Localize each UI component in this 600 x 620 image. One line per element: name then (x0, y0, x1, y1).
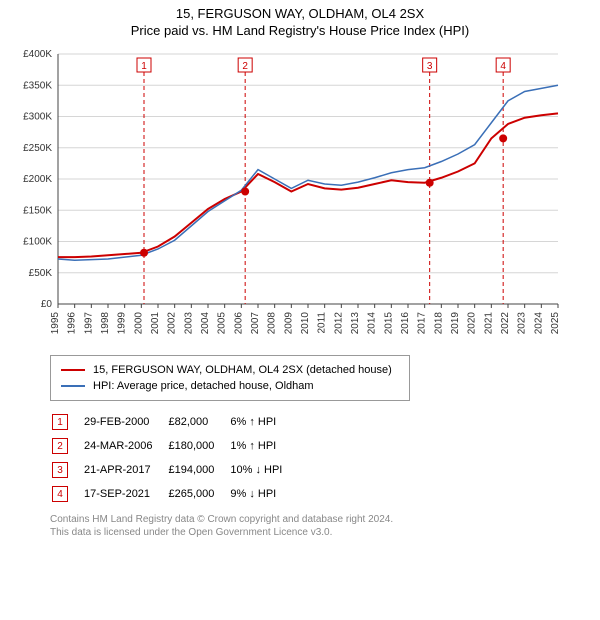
svg-text:2013: 2013 (350, 312, 361, 335)
svg-text:2025: 2025 (550, 312, 561, 335)
sale-delta: 1% ↑ HPI (230, 435, 296, 457)
svg-text:2018: 2018 (433, 312, 444, 335)
chart-svg: £0 £50K £100K £150K £200K £250K £300K £350K £400… (10, 44, 570, 344)
sale-date: 17-SEP-2021 (84, 483, 166, 505)
svg-text:2004: 2004 (200, 312, 211, 335)
marker-number: 1 (52, 414, 68, 430)
svg-text:£0: £0 (41, 299, 53, 310)
price-chart: £0 £50K £100K £150K £200K £250K £300K £350K £400… (10, 44, 590, 349)
sales-table: 129-FEB-2000£82,0006% ↑ HPI224-MAR-2006£… (50, 409, 298, 507)
sale-price: £265,000 (168, 483, 228, 505)
legend-swatch (61, 385, 85, 387)
svg-text:2020: 2020 (467, 312, 478, 335)
svg-text:2019: 2019 (450, 312, 461, 335)
svg-text:1995: 1995 (50, 312, 61, 335)
table-row: 2 24-MAR-2006£180,0001% ↑ HPI (52, 435, 296, 457)
svg-text:2012: 2012 (333, 312, 344, 335)
sale-price: £194,000 (168, 459, 228, 481)
page-title: 15, FERGUSON WAY, OLDHAM, OL4 2SX (10, 6, 590, 21)
table-row: 4 17-SEP-2021£265,0009% ↓ HPI (52, 483, 296, 505)
svg-text:2006: 2006 (233, 312, 244, 335)
sale-date: 24-MAR-2006 (84, 435, 166, 457)
footer-line-2: This data is licensed under the Open Gov… (50, 526, 590, 539)
svg-text:2005: 2005 (217, 312, 228, 335)
legend-label: HPI: Average price, detached house, Oldh… (93, 380, 314, 392)
sale-price: £180,000 (168, 435, 228, 457)
svg-text:2000: 2000 (133, 312, 144, 335)
svg-text:£250K: £250K (23, 143, 52, 154)
svg-text:2001: 2001 (150, 312, 161, 335)
svg-text:3: 3 (427, 61, 433, 72)
marker-number: 2 (52, 438, 68, 454)
svg-text:£350K: £350K (23, 80, 52, 91)
svg-text:£50K: £50K (29, 268, 53, 279)
svg-text:2022: 2022 (500, 312, 511, 335)
svg-text:4: 4 (500, 61, 506, 72)
table-row: 1 29-FEB-2000£82,0006% ↑ HPI (52, 411, 296, 433)
svg-text:1996: 1996 (67, 312, 78, 335)
svg-text:£200K: £200K (23, 174, 52, 185)
svg-text:2010: 2010 (300, 312, 311, 335)
svg-text:1997: 1997 (83, 312, 94, 335)
svg-text:1999: 1999 (117, 312, 128, 335)
svg-text:£150K: £150K (23, 205, 52, 216)
sale-price: £82,000 (168, 411, 228, 433)
svg-text:2024: 2024 (533, 312, 544, 335)
svg-text:2011: 2011 (317, 312, 328, 334)
legend-label: 15, FERGUSON WAY, OLDHAM, OL4 2SX (detac… (93, 364, 392, 376)
svg-text:2003: 2003 (183, 312, 194, 335)
footer-text: Contains HM Land Registry data © Crown c… (50, 513, 590, 539)
svg-text:1998: 1998 (100, 312, 111, 335)
svg-text:2021: 2021 (483, 312, 494, 335)
svg-text:2015: 2015 (383, 312, 394, 335)
svg-text:2008: 2008 (267, 312, 278, 335)
svg-text:2007: 2007 (250, 312, 261, 335)
table-row: 3 21-APR-2017£194,00010% ↓ HPI (52, 459, 296, 481)
sale-date: 21-APR-2017 (84, 459, 166, 481)
sale-delta: 6% ↑ HPI (230, 411, 296, 433)
svg-text:£300K: £300K (23, 112, 52, 123)
svg-text:£400K: £400K (23, 49, 52, 60)
sale-date: 29-FEB-2000 (84, 411, 166, 433)
svg-text:2023: 2023 (517, 312, 528, 335)
legend-swatch (61, 369, 85, 371)
svg-text:2014: 2014 (367, 312, 378, 335)
svg-text:2016: 2016 (400, 312, 411, 335)
svg-text:2009: 2009 (283, 312, 294, 335)
sale-delta: 9% ↓ HPI (230, 483, 296, 505)
page-subtitle: Price paid vs. HM Land Registry's House … (10, 23, 590, 38)
legend: 15, FERGUSON WAY, OLDHAM, OL4 2SX (detac… (50, 355, 410, 401)
sale-delta: 10% ↓ HPI (230, 459, 296, 481)
marker-number: 3 (52, 462, 68, 478)
marker-number: 4 (52, 486, 68, 502)
svg-text:1: 1 (141, 61, 147, 72)
footer-line-1: Contains HM Land Registry data © Crown c… (50, 513, 590, 526)
svg-text:£100K: £100K (23, 237, 52, 248)
svg-text:2: 2 (242, 61, 248, 72)
svg-text:2002: 2002 (167, 312, 178, 335)
legend-row: HPI: Average price, detached house, Oldh… (61, 378, 399, 394)
legend-row: 15, FERGUSON WAY, OLDHAM, OL4 2SX (detac… (61, 362, 399, 378)
svg-text:2017: 2017 (417, 312, 428, 335)
